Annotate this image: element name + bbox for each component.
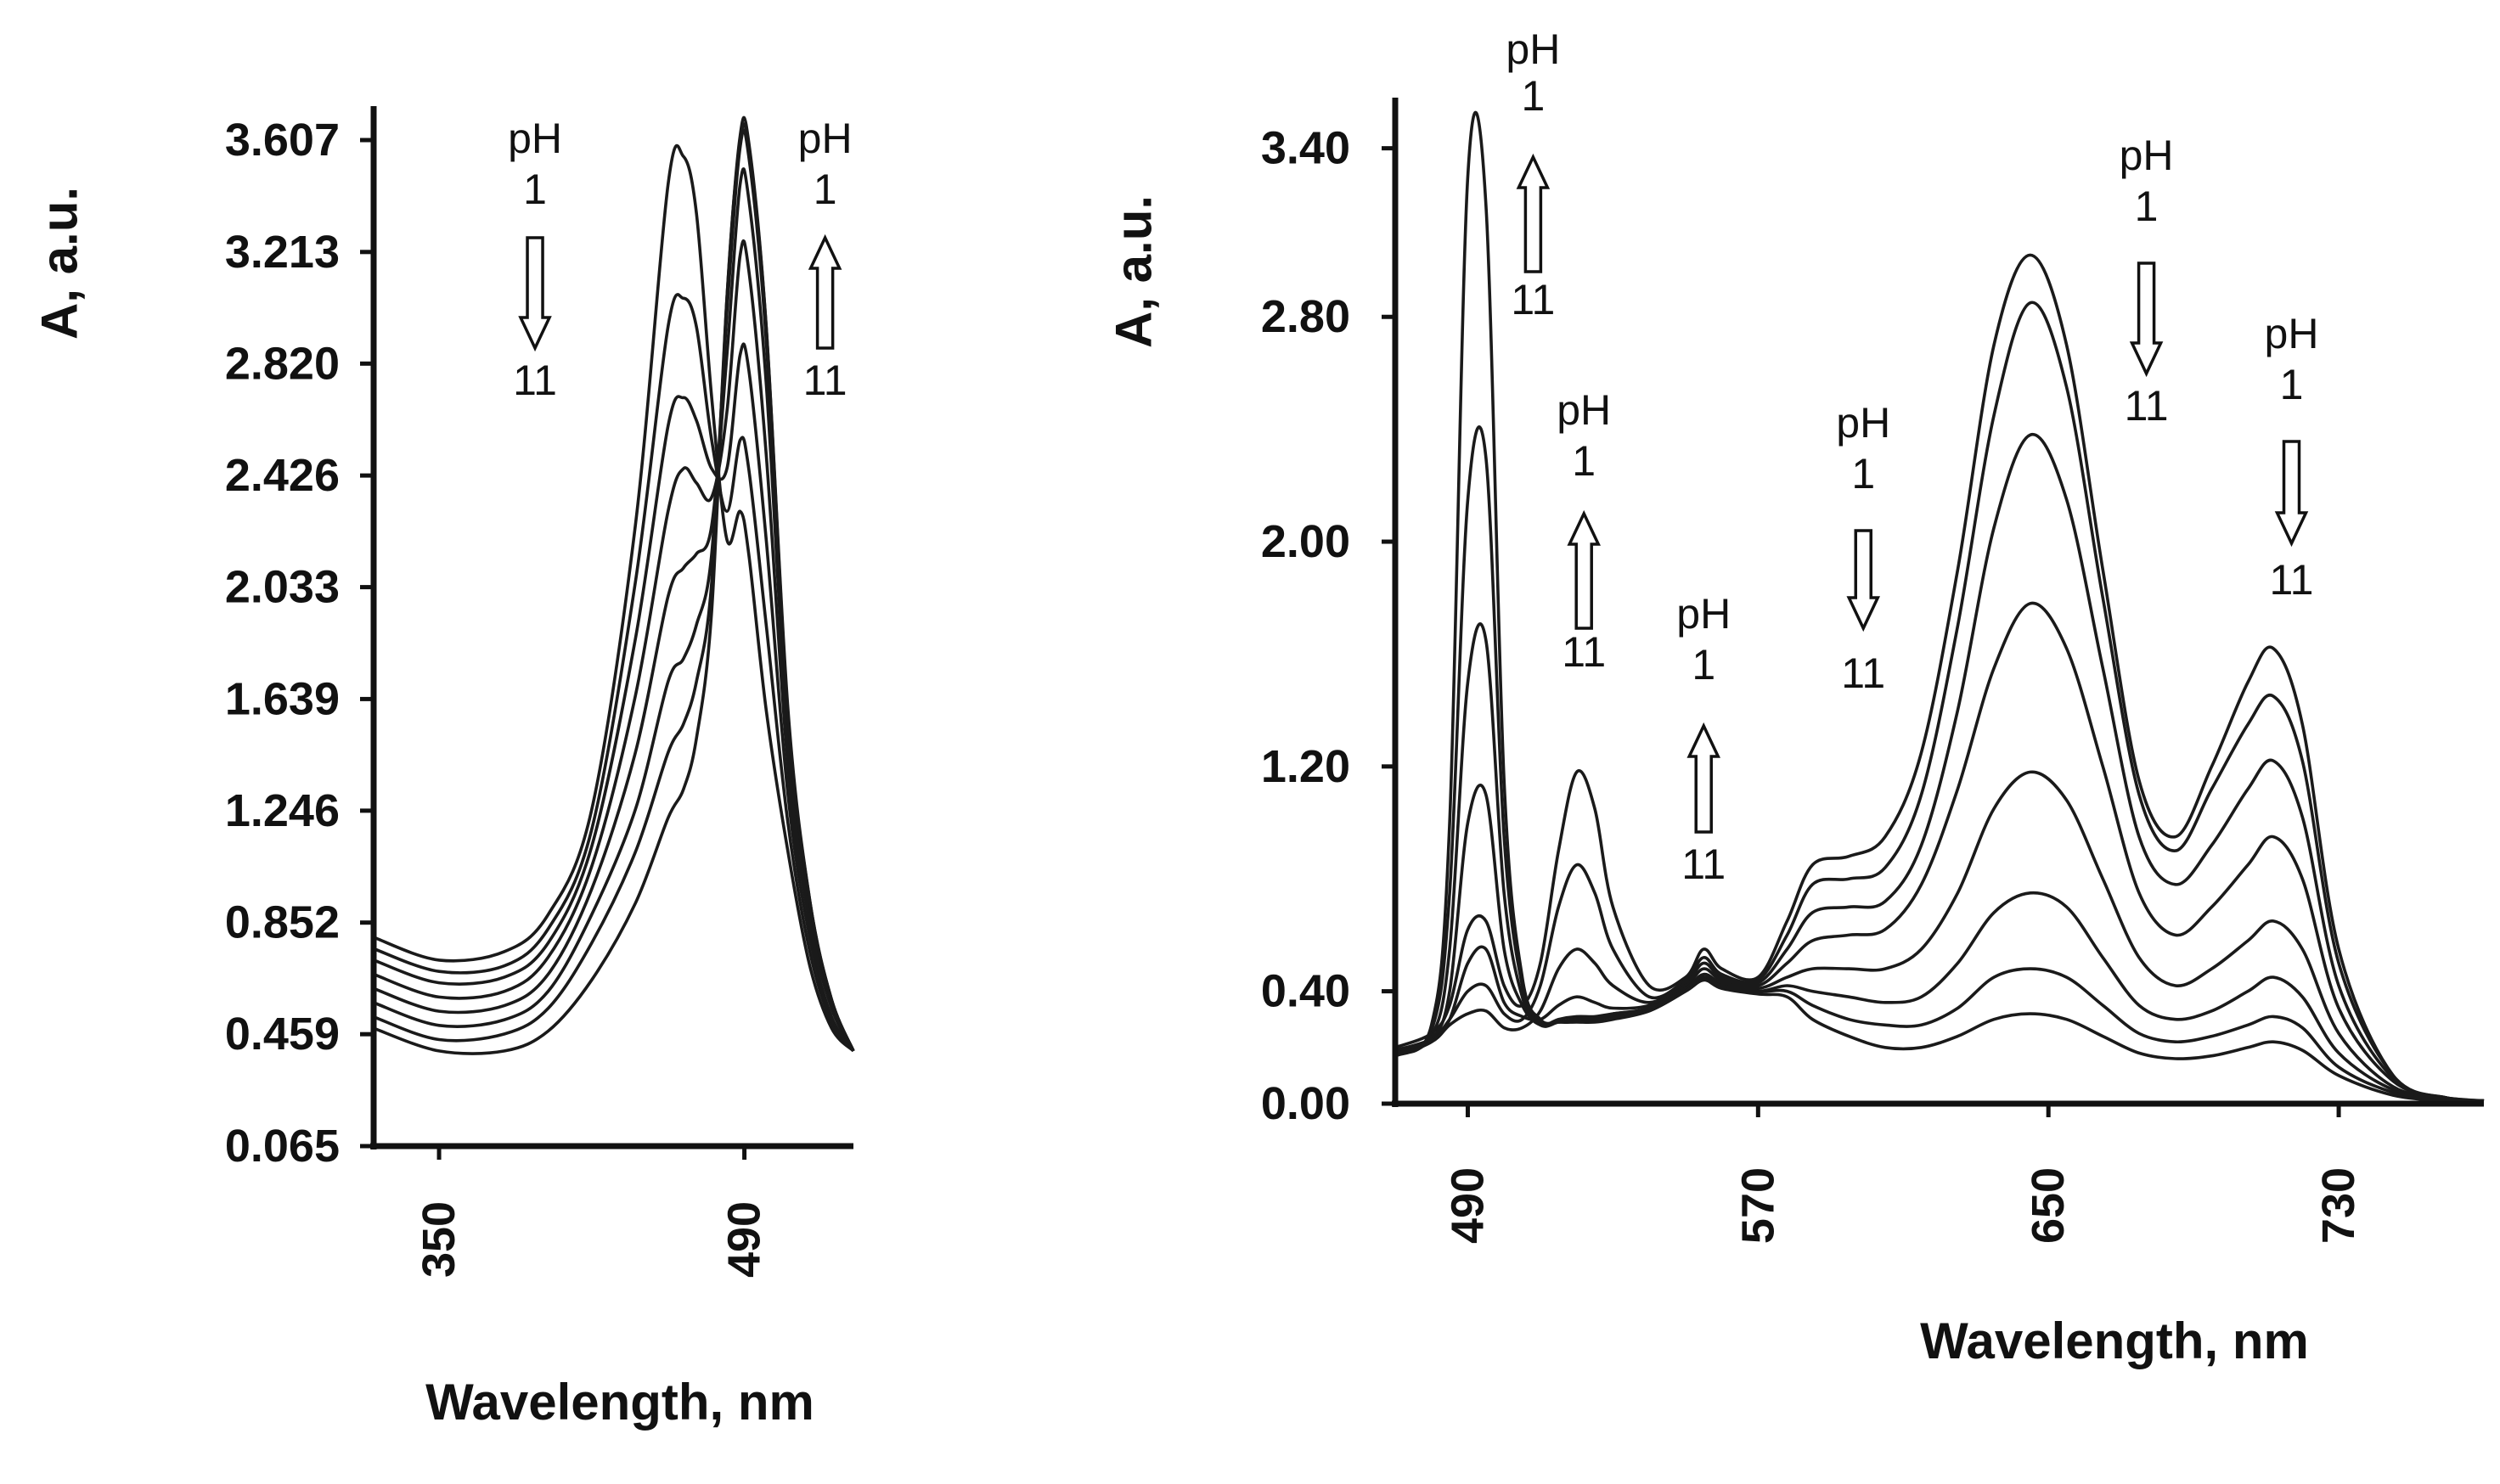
ph-label: pH (2265, 310, 2319, 357)
x-tick-label: 350 (414, 1201, 465, 1278)
ph-label: pH (2120, 132, 2174, 179)
series-line-1 (1394, 253, 2485, 1103)
arrow-up-icon (1516, 153, 1551, 273)
ph-start-label: 1 (523, 166, 547, 213)
y-tick-label: 0.852 (225, 897, 340, 948)
arrow-down-icon (1846, 529, 1881, 632)
series-line-7 (1394, 425, 2485, 1104)
y-tick-label: 0.00 (1261, 1078, 1350, 1129)
series-line-3 (1394, 432, 2485, 1103)
y-tick-label: 1.246 (225, 785, 340, 836)
series-line-5 (1394, 770, 2485, 1103)
series-line-6 (1394, 622, 2485, 1103)
right-spectrum-chart: 0.00 0.40 1.20 2.00 2.80 3.40 490 570 650 730 Wave… (1106, 25, 2485, 1369)
arrow-down-icon (518, 236, 552, 352)
x-tick-label: 570 (1732, 1167, 1783, 1244)
ph-end-label: 11 (1562, 628, 1606, 676)
ph-end-label: 11 (1841, 649, 1885, 697)
y-tick-label: 2.033 (225, 562, 340, 613)
y-tick-label: 1.20 (1261, 741, 1350, 792)
ph-label: pH (1506, 25, 1560, 73)
series-line-1 (373, 143, 855, 1053)
x-tick-label: 650 (2023, 1167, 2074, 1244)
y-tick-label: 1.639 (225, 673, 340, 724)
series-line-3 (373, 342, 855, 1052)
ph-end-label: 11 (2270, 556, 2314, 604)
x-tick-label: 490 (1442, 1167, 1493, 1244)
x-tick-label: 730 (2313, 1167, 2364, 1244)
arrow-down-icon (2129, 261, 2164, 378)
series-line-8 (373, 122, 855, 1055)
arrow-up-icon (1567, 509, 1601, 630)
y-tick-label: 2.00 (1261, 516, 1350, 567)
series-line-2 (1394, 301, 2485, 1103)
y-axis-title: A, a.u. (31, 187, 88, 340)
y-tick-label: 3.607 (225, 115, 340, 166)
ph-start-label: 1 (2135, 183, 2159, 230)
y-tick-label: 3.213 (225, 227, 340, 278)
ph-end-label: 11 (513, 357, 557, 404)
x-axis-title: Wavelength, nm (1920, 1313, 2309, 1369)
y-tick-label: 0.40 (1261, 966, 1350, 1017)
series-line-4 (1394, 601, 2485, 1103)
ph-start-label: 1 (1692, 641, 1715, 689)
y-tick-label: 2.820 (225, 338, 340, 389)
y-tick-label: 0.459 (225, 1009, 340, 1060)
ph-label: pH (1836, 399, 1890, 447)
y-tick-label: 0.065 (225, 1121, 340, 1172)
x-tick-label: 490 (719, 1201, 770, 1278)
ph-start-label: 1 (2280, 361, 2304, 408)
ph-start-label: 1 (1572, 437, 1596, 485)
ph-start-label: 1 (1851, 450, 1875, 497)
ph-label: pH (508, 115, 562, 162)
y-tick-label: 3.40 (1261, 123, 1350, 174)
ph-end-label: 11 (1511, 276, 1555, 323)
y-tick-label: 2.426 (225, 450, 340, 501)
ph-end-label: 11 (803, 357, 847, 404)
y-axis-title: A, a.u. (1106, 195, 1163, 348)
left-spectrum-chart: 0.065 0.459 0.852 1.246 1.639 2.033 2.426 2.820… (31, 106, 855, 1431)
series-line-8 (1394, 110, 2485, 1103)
ph-end-label: 11 (1681, 840, 1726, 888)
y-tick-label: 2.80 (1261, 291, 1350, 342)
ph-end-label: 11 (2125, 382, 2169, 430)
arrow-up-icon (1686, 722, 1720, 834)
arrow-up-icon (808, 233, 842, 350)
ph-start-label: 1 (1521, 72, 1545, 120)
ph-label: pH (1557, 386, 1611, 434)
ph-label: pH (798, 115, 853, 162)
ph-label: pH (1676, 590, 1731, 638)
x-axis-title: Wavelength, nm (425, 1374, 814, 1431)
ph-start-label: 1 (814, 166, 837, 213)
series-line-2 (373, 293, 855, 1053)
arrow-down-icon (2274, 440, 2309, 548)
